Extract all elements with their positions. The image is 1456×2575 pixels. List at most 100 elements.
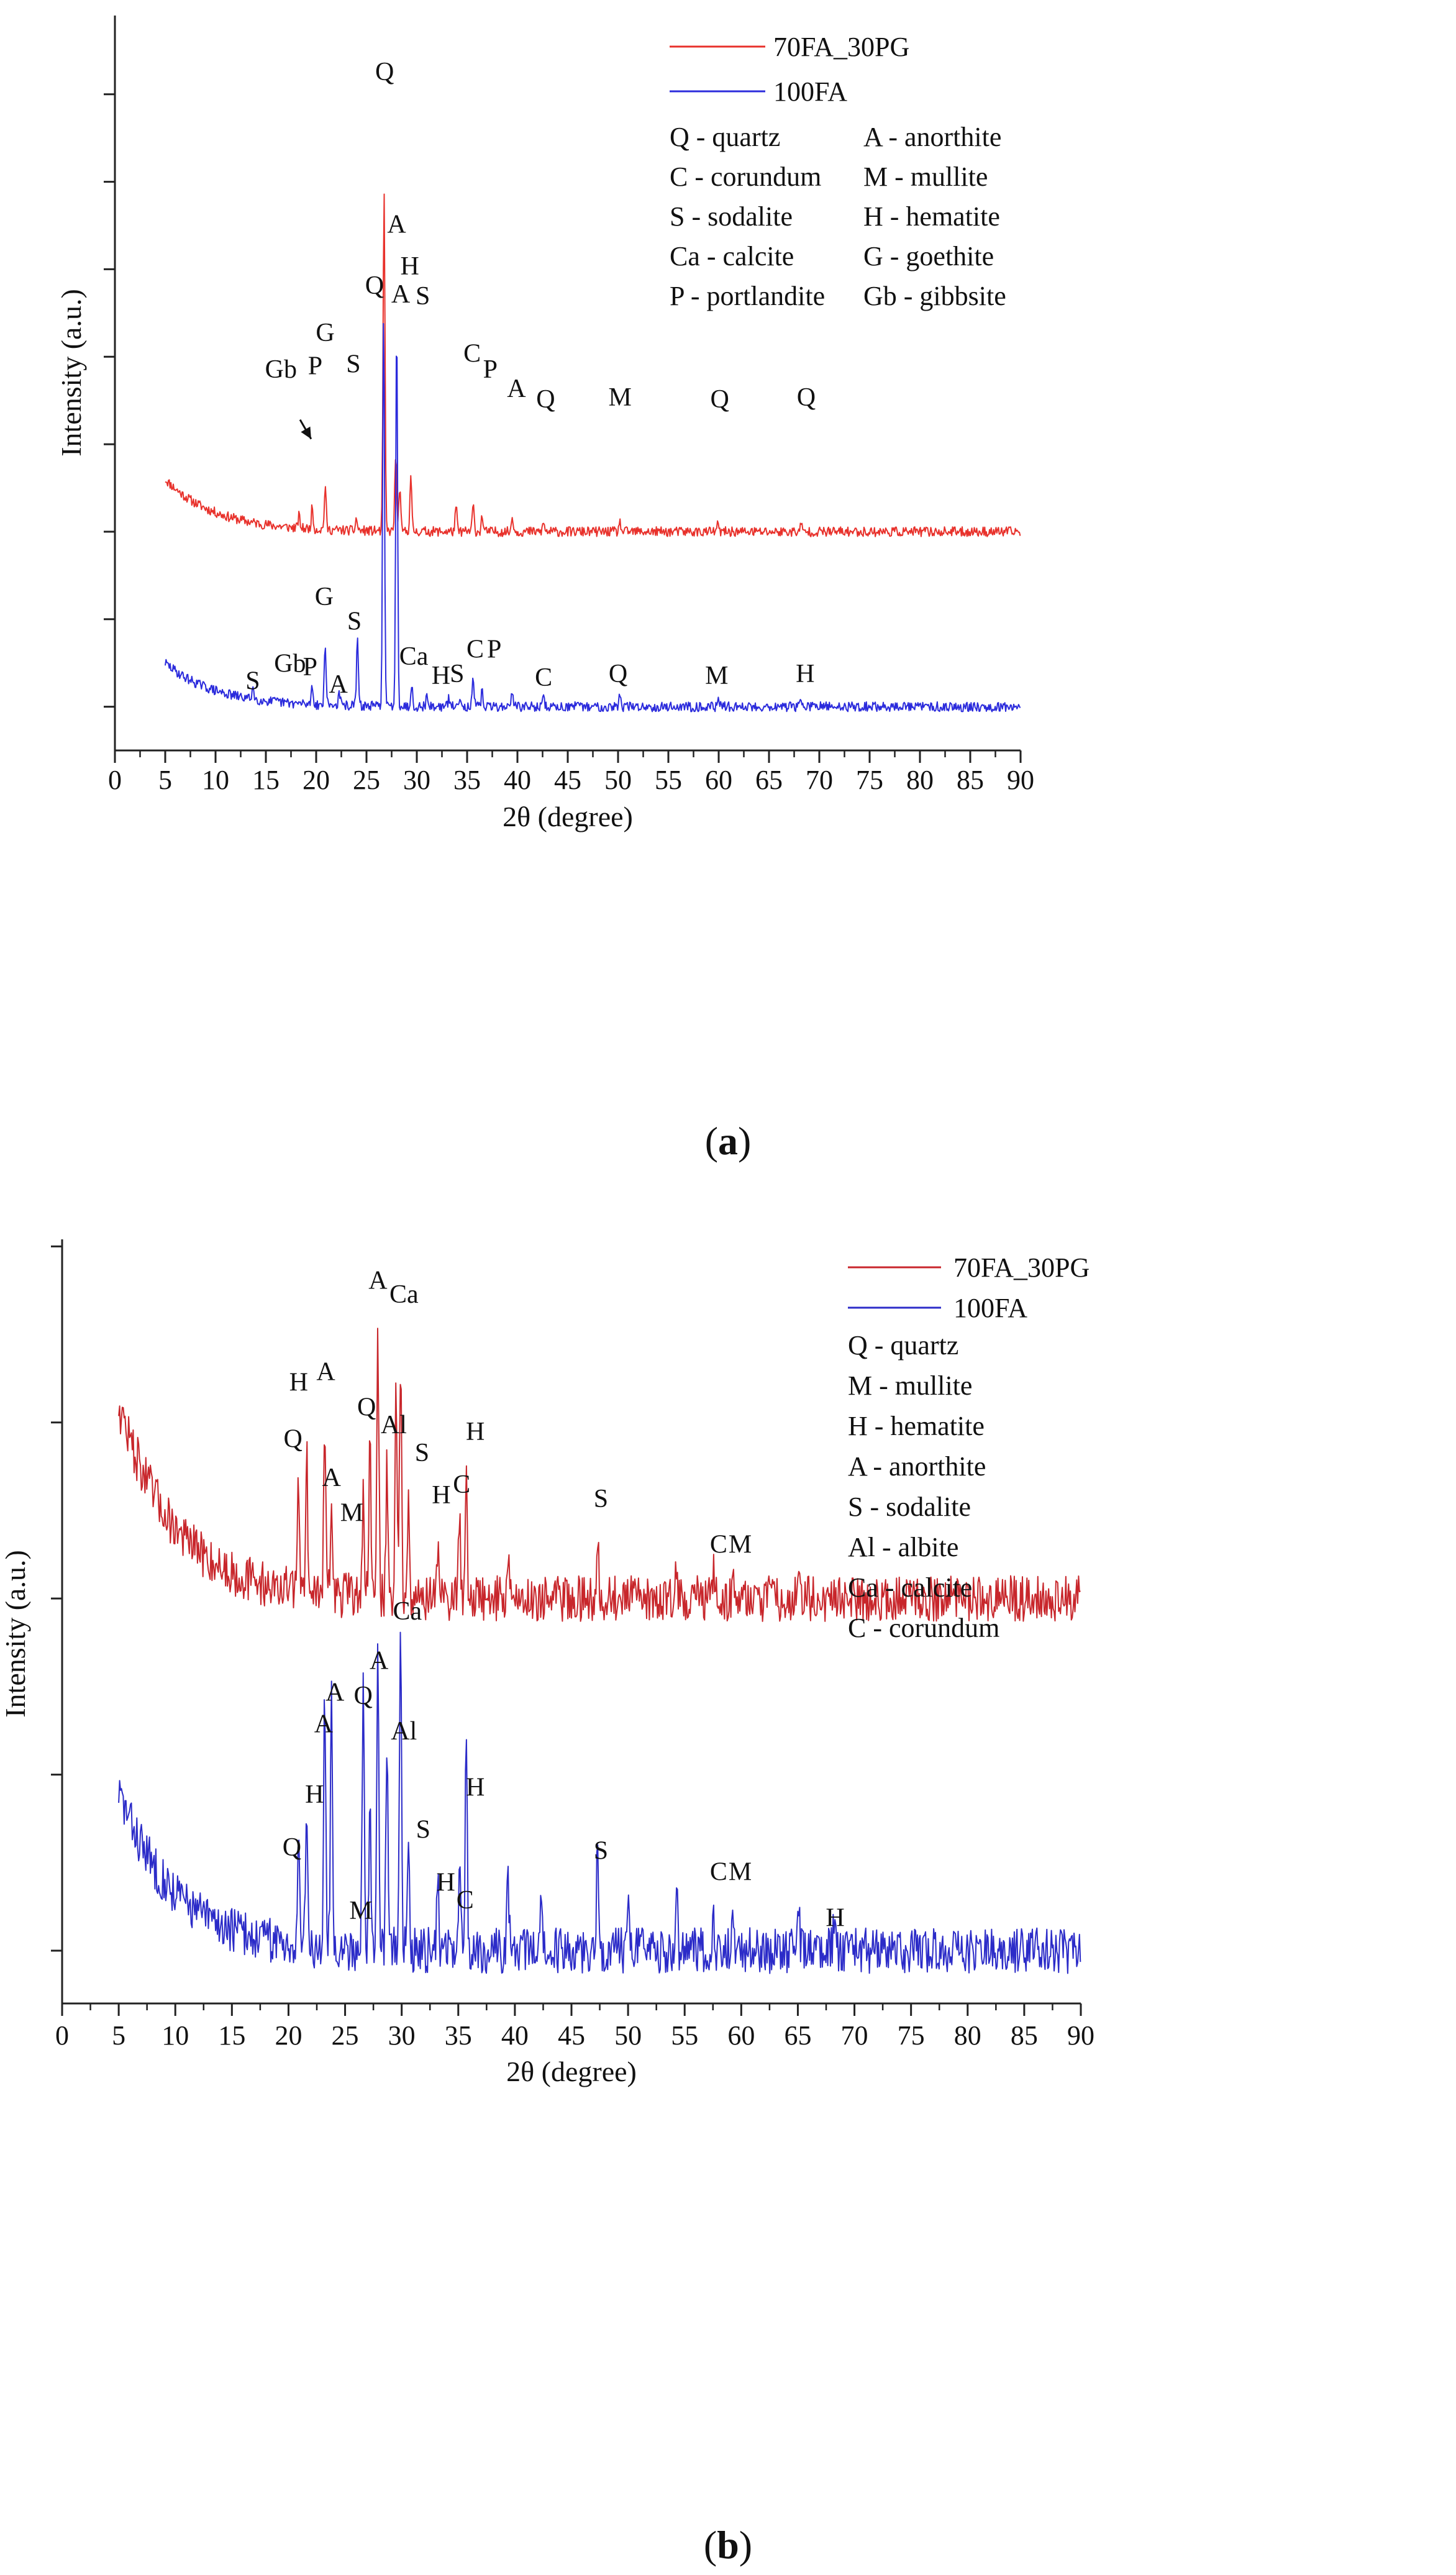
chart-b-x-tick-label: 80: [954, 2020, 981, 2051]
chart-a-x-tick-label: 90: [1007, 765, 1034, 795]
chart-a-peak-label: P: [303, 653, 317, 681]
chart-b-phase-key: S - sodalite: [848, 1492, 971, 1522]
chart-b-peak-label: H: [289, 1369, 308, 1397]
chart-a-x-tick-label: 40: [504, 765, 531, 795]
chart-a-peak-label: H: [796, 660, 814, 688]
chart-a-x-tick-label: 80: [906, 765, 934, 795]
chart-b-peak-label: C: [710, 1530, 727, 1559]
chart-b-x-tick-label: 15: [218, 2020, 245, 2051]
chart-a-peak-label: H: [400, 252, 419, 281]
chart-b-x-tick-label: 50: [614, 2020, 642, 2051]
xrd-chart-a: 0 5 10 15 20 25 30 35 40 45 50 55 60 65 70 75 80 85 90 2θ (…: [55, 16, 1034, 832]
chart-b-phase-key: H - hematite: [848, 1411, 985, 1441]
chart-b-phase-key: Ca - calcite: [848, 1572, 972, 1603]
chart-a-x-tick-label: 5: [158, 765, 172, 795]
chart-a-peak-label: S: [347, 608, 362, 636]
chart-a-x-tick-label: 60: [705, 765, 732, 795]
chart-b-peak-label: S: [594, 1837, 608, 1866]
chart-b-peak-label: H: [826, 1903, 844, 1932]
chart-b-legend-label: 100FA: [953, 1293, 1027, 1323]
chart-a-phase-key: H - hematite: [863, 201, 1000, 232]
chart-a-series-70fa-30pg: [165, 193, 1021, 537]
chart-a-x-tick-label: 35: [453, 765, 481, 795]
chart-a-x-tick-label: 75: [856, 765, 883, 795]
chart-b-x-tick-label: 35: [445, 2020, 472, 2051]
chart-a-legend-label: 100FA: [773, 76, 847, 107]
chart-a-phase-key: Gb - gibbsite: [863, 281, 1006, 311]
chart-b-phase-key: A - anorthite: [848, 1451, 986, 1482]
chart-b-peak-label: H: [305, 1780, 324, 1809]
chart-a-x-tick-label: 10: [202, 765, 229, 795]
chart-a-peak-label: C: [535, 663, 552, 692]
chart-a-x-tick-label: 55: [655, 765, 682, 795]
chart-b-x-tick-label: 65: [784, 2020, 811, 2051]
chart-a-peak-label: Ca: [399, 642, 429, 671]
chart-b-peak-label: Al: [391, 1717, 417, 1746]
chart-b-x-tick-label: 85: [1011, 2020, 1038, 2051]
chart-a-peak-label: Q: [365, 271, 384, 300]
chart-a-peak-label: P: [487, 636, 501, 664]
chart-a-peak-label: C: [466, 636, 484, 664]
chart-b-peak-label: C: [710, 1858, 727, 1887]
chart-b-phase-key: Al - albite: [848, 1532, 958, 1562]
chart-a-y-axis-title: Intensity (a.u.): [55, 289, 87, 457]
chart-b-peak-label: Al: [381, 1411, 407, 1439]
chart-b-peak-label: M: [729, 1858, 752, 1887]
chart-a-phase-key: P - portlandite: [670, 281, 825, 311]
chart-a-peak-label: S: [450, 660, 464, 688]
chart-b-peak-label: H: [437, 1869, 455, 1897]
chart-b-x-tick-label: 45: [558, 2020, 585, 2051]
chart-b-phase-key: M - mullite: [848, 1370, 972, 1401]
chart-a-peak-label: Q: [536, 385, 555, 414]
chart-b-peak-label: M: [340, 1498, 363, 1527]
chart-b-peak-label: M: [349, 1897, 372, 1925]
chart-b-peak-label: H: [466, 1418, 485, 1446]
chart-a-x-tick-label: 0: [108, 765, 122, 795]
chart-a-phase-key: A - anorthite: [863, 122, 1001, 152]
panel-label-a: (a): [704, 1119, 752, 1163]
chart-b-y-axis-title: Intensity (a.u.): [0, 1550, 31, 1718]
chart-a-x-tick-label: 70: [806, 765, 833, 795]
chart-a-series-100fa: [165, 322, 1021, 713]
chart-b-x-tick-label: 75: [898, 2020, 925, 2051]
chart-a-peak-label: A: [387, 210, 406, 239]
chart-b-peak-label: Ca: [393, 1597, 422, 1626]
chart-b-x-tick-label: 40: [501, 2020, 529, 2051]
chart-a-peak-label: M: [609, 383, 632, 412]
chart-a-legend-label: 70FA_30PG: [773, 32, 909, 62]
chart-a-phase-key: G - goethite: [863, 241, 994, 271]
chart-a-peak-label: Q: [710, 385, 729, 414]
chart-b-x-tick-label: 0: [55, 2020, 69, 2051]
chart-a-peak-label: Gb: [274, 649, 306, 678]
chart-a-peak-label: G: [315, 583, 334, 611]
chart-a-x-tick-label: 50: [604, 765, 632, 795]
chart-b-peak-label: Q: [357, 1393, 376, 1421]
chart-a-x-tick-label: 25: [353, 765, 380, 795]
chart-b-peak-label: S: [416, 1816, 430, 1844]
chart-a-x-axis-title: 2θ (degree): [503, 801, 633, 832]
chart-b-peak-label: A: [316, 1358, 335, 1387]
chart-a-peak-label: A: [391, 280, 411, 309]
chart-a-phase-key: Ca - calcite: [670, 241, 794, 271]
chart-b-peak-label: S: [594, 1485, 608, 1513]
chart-b-peak-label: C: [457, 1886, 474, 1915]
chart-b-x-tick-label: 60: [727, 2020, 755, 2051]
chart-a-x-tick-label: 20: [303, 765, 330, 795]
chart-a-x-tick-label: 30: [403, 765, 430, 795]
chart-a-peak-label: Gb: [265, 355, 297, 384]
chart-b-phase-key: Q - quartz: [848, 1330, 958, 1360]
chart-b-x-tick-label: 25: [332, 2020, 359, 2051]
chart-a-peak-label: P: [308, 352, 322, 380]
chart-b-series-70fa-30pg: [118, 1328, 1081, 1622]
chart-b-peak-label: Q: [283, 1833, 301, 1862]
chart-a-peak-label: S: [245, 667, 260, 695]
chart-a-peak-label: A: [507, 375, 526, 403]
chart-b-peak-label: Ca: [389, 1280, 419, 1309]
chart-a-peak-label: S: [346, 350, 360, 379]
chart-b-series-100fa: [118, 1631, 1081, 1974]
chart-b-x-tick-label: 5: [112, 2020, 125, 2051]
chart-b-x-tick-label: 55: [671, 2020, 698, 2051]
chart-b-x-tick-label: 70: [841, 2020, 868, 2051]
chart-b-peak-label: H: [466, 1774, 485, 1802]
chart-b-x-tick-label: 90: [1067, 2020, 1094, 2051]
